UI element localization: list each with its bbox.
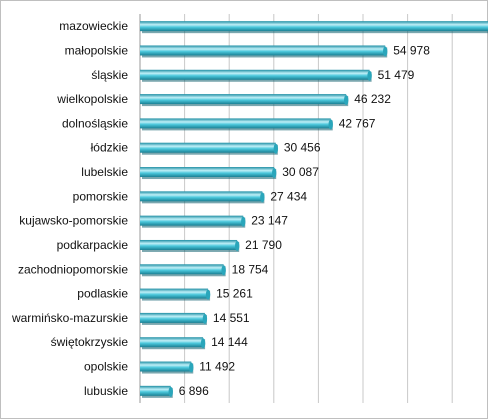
bar-end-cap [260, 192, 265, 203]
category-label: lubuskie [84, 384, 128, 398]
value-label: 14 144 [211, 335, 248, 349]
bar [140, 312, 208, 325]
category-label: pomorskie [73, 189, 129, 203]
bar [140, 45, 388, 58]
bar-body [140, 385, 171, 396]
value-label: 51 479 [378, 68, 415, 82]
category-label: podkarpackie [57, 238, 129, 252]
bar-end-cap [383, 46, 388, 57]
bar [140, 191, 265, 204]
category-label: mazowieckie [59, 19, 128, 33]
bar [140, 239, 240, 252]
bar-end-cap [241, 216, 246, 227]
bar-end-cap [234, 240, 240, 251]
value-label: 23 147 [251, 214, 288, 228]
category-label: kujawsko-pomorskie [19, 214, 128, 228]
value-label: 15 261 [216, 287, 253, 301]
category-label: świętokrzyskie [51, 335, 129, 349]
bar-end-cap [221, 265, 226, 276]
bar-end-cap [200, 338, 206, 349]
bar [140, 361, 194, 374]
bar-end-cap [205, 289, 211, 300]
category-label: opolskie [84, 360, 128, 374]
category-label: łódzkie [91, 141, 129, 155]
category-label: podlaskie [77, 287, 128, 301]
value-label: 21 790 [245, 238, 282, 252]
bar-end-cap [343, 95, 349, 106]
bar-body [140, 264, 224, 275]
bar-body [140, 69, 370, 80]
bar-end-cap [168, 386, 173, 397]
bar [140, 337, 206, 350]
bar-body [140, 167, 275, 178]
bar [140, 142, 279, 155]
value-label: 14 551 [213, 311, 250, 325]
value-label: 18 754 [232, 262, 269, 276]
bar-body [140, 118, 331, 129]
bar [140, 118, 333, 131]
value-label: 30 087 [282, 165, 319, 179]
bar [140, 288, 211, 301]
bar-end-cap [328, 119, 333, 130]
bar-body [140, 361, 192, 372]
value-label: 6 896 [179, 384, 209, 398]
category-label: wielkopolskie [56, 92, 128, 106]
bar [140, 69, 372, 82]
bar-body [140, 21, 488, 32]
bar-body [140, 288, 209, 299]
bar-end-cap [202, 313, 208, 324]
category-label: zachodniopomorskie [18, 262, 128, 276]
bar-body [140, 312, 205, 323]
bar-body [140, 94, 347, 105]
value-label: 54 978 [393, 43, 430, 57]
value-label: 11 492 [199, 360, 235, 374]
bar [140, 264, 226, 277]
bar-end-cap [189, 362, 194, 373]
bar-body [140, 215, 244, 226]
category-label: warmińsko-mazurskie [11, 311, 128, 325]
bar-body [140, 191, 263, 202]
category-label: śląskie [91, 68, 128, 82]
bar-body [140, 337, 204, 348]
bar-body [140, 45, 386, 56]
category-label: małopolskie [65, 43, 129, 57]
bar-end-cap [367, 70, 372, 81]
category-label: dolnośląskie [62, 116, 128, 130]
value-label: 46 232 [354, 92, 391, 106]
bar [140, 385, 173, 398]
category-labels: mazowieckie małopolskie śląskie wielkopolsk… [11, 19, 128, 398]
bar-body [140, 239, 238, 250]
value-label: 42 767 [339, 116, 376, 130]
bar [140, 94, 349, 107]
bar [140, 21, 488, 34]
bar-body [140, 142, 276, 153]
bar [140, 215, 246, 228]
value-label: 30 456 [284, 141, 321, 155]
bar-end-cap [273, 143, 279, 154]
bar-end-cap [271, 168, 277, 179]
bars [140, 21, 488, 398]
category-label: lubelskie [81, 165, 128, 179]
value-label: 27 434 [270, 189, 307, 203]
bar [140, 167, 277, 180]
